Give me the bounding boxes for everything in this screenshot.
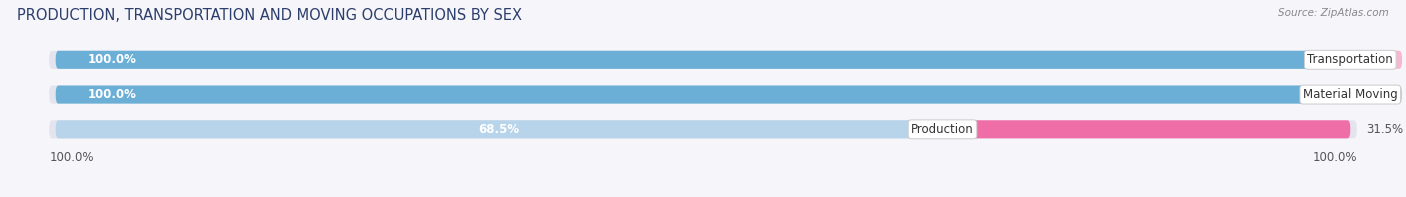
Text: Transportation: Transportation [1308,53,1393,66]
Text: 31.5%: 31.5% [1365,123,1403,136]
Text: Source: ZipAtlas.com: Source: ZipAtlas.com [1278,8,1389,18]
Text: 100.0%: 100.0% [49,151,94,164]
Text: 68.5%: 68.5% [478,123,520,136]
FancyBboxPatch shape [942,120,1350,138]
Text: PRODUCTION, TRANSPORTATION AND MOVING OCCUPATIONS BY SEX: PRODUCTION, TRANSPORTATION AND MOVING OC… [17,8,522,23]
Text: Production: Production [911,123,974,136]
FancyBboxPatch shape [1350,85,1402,104]
FancyBboxPatch shape [56,120,942,138]
Text: Material Moving: Material Moving [1303,88,1398,101]
Text: 100.0%: 100.0% [89,88,136,101]
FancyBboxPatch shape [49,120,1357,138]
FancyBboxPatch shape [49,85,1357,104]
FancyBboxPatch shape [1350,51,1402,69]
FancyBboxPatch shape [56,51,1350,69]
FancyBboxPatch shape [56,85,1350,104]
FancyBboxPatch shape [49,51,1357,69]
Text: 100.0%: 100.0% [89,53,136,66]
Text: 100.0%: 100.0% [1312,151,1357,164]
